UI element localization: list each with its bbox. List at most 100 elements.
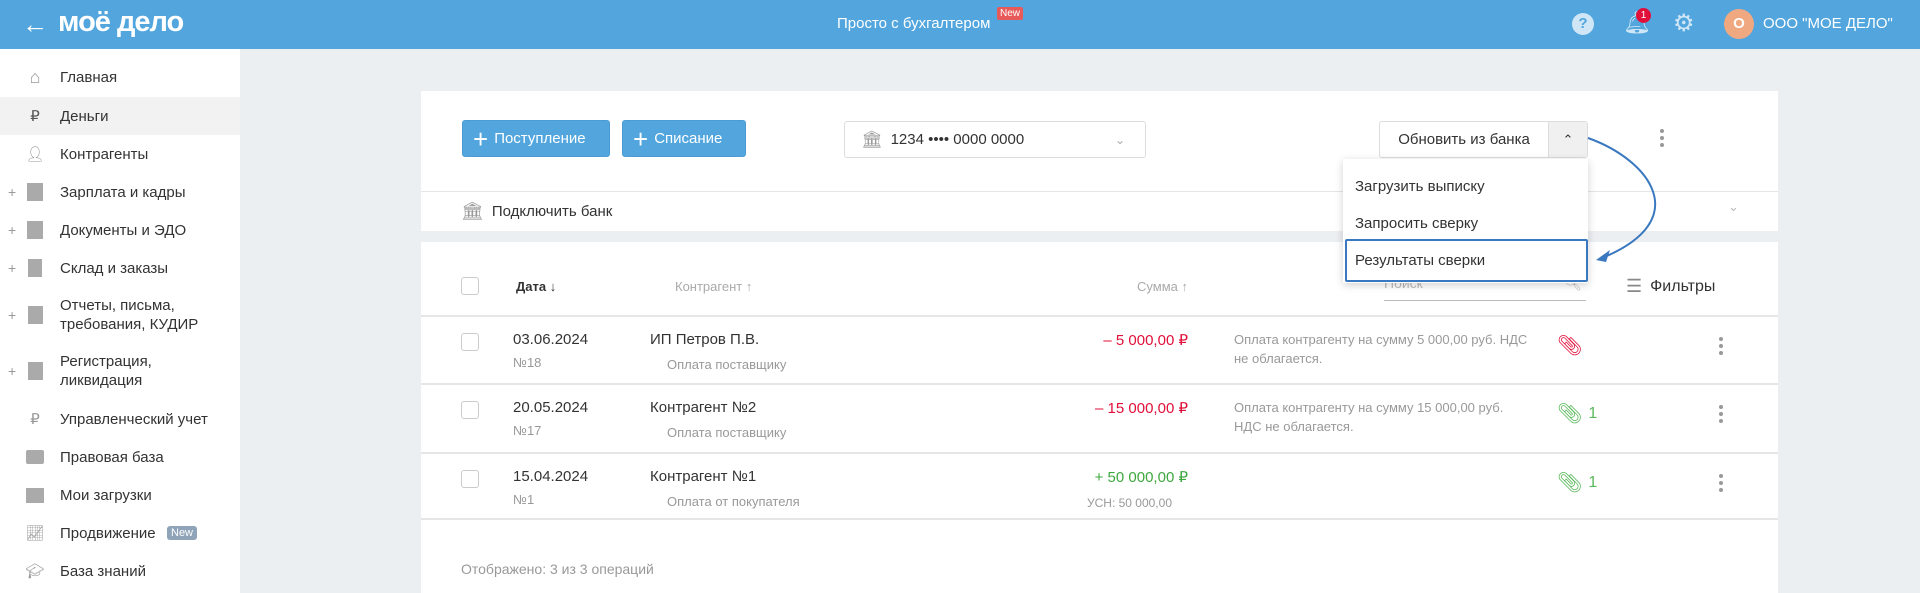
paperclip-icon: 📎︎	[1557, 472, 1583, 494]
arrow-path	[1587, 137, 1656, 259]
sidebar-item-reports[interactable]: + Отчеты, письма, требования, КУДИР	[8, 297, 199, 333]
badge-icon	[25, 182, 45, 202]
footer-count: Отображено: 3 из 3 операций	[461, 561, 654, 577]
expand-icon[interactable]: +	[8, 307, 17, 323]
row-checkbox[interactable]	[461, 401, 479, 419]
help-icon[interactable]: ?	[1572, 13, 1594, 35]
attachment-link[interactable]: 📎︎ 1	[1557, 472, 1598, 494]
row-contractor[interactable]: ИП Петров П.В.	[650, 331, 760, 348]
row-type: Оплата поставщику	[667, 425, 787, 440]
row-date: 03.06.2024	[513, 331, 589, 348]
row-more-icon[interactable]	[1719, 337, 1723, 355]
divider	[421, 191, 1778, 192]
row-number: №1	[513, 492, 535, 507]
warehouse-icon	[25, 258, 45, 278]
sidebar-item-knowledge[interactable]: 🎓︎ База знаний	[25, 562, 146, 581]
chevron-down-icon[interactable]: ⌄	[1728, 199, 1739, 214]
report-icon	[25, 305, 45, 325]
row-more-icon[interactable]	[1719, 474, 1723, 492]
column-contractor[interactable]: Контрагент ↑	[675, 279, 753, 294]
sidebar-item-salary[interactable]: + Зарплата и кадры	[8, 182, 186, 202]
new-badge: New	[167, 526, 198, 540]
row-contractor[interactable]: Контрагент №1	[650, 468, 757, 485]
income-button[interactable]: + Поступление	[462, 120, 610, 157]
row-date: 15.04.2024	[513, 468, 589, 485]
filters-button[interactable]: ☰ Фильтры	[1626, 276, 1716, 296]
arrow-head	[1596, 250, 1610, 262]
attachment-link[interactable]: 📎︎ 1	[1557, 403, 1598, 425]
expand-icon[interactable]: +	[8, 222, 17, 238]
row-description: Оплата контрагенту на сумму 5 000,00 руб…	[1234, 332, 1528, 366]
sidebar-item-documents[interactable]: + Документы и ЭДО	[8, 221, 187, 239]
row-tax: УСН: 50 000,00	[1086, 496, 1172, 510]
sidebar-item-contractors[interactable]: 👤︎ Контрагенты	[25, 145, 149, 164]
avatar[interactable]: О	[1724, 9, 1754, 39]
annotation-arrow	[1587, 137, 1656, 262]
notification-count: 1	[1636, 8, 1651, 23]
menu-item-reconciliation-results[interactable]: Результаты сверки	[1345, 239, 1588, 282]
row-sum: – 5 000,00 ₽	[1103, 332, 1188, 349]
gear-icon[interactable]: ⚙	[1673, 10, 1695, 37]
column-date[interactable]: Дата ↓	[516, 279, 557, 294]
select-all-checkbox[interactable]	[461, 277, 479, 295]
account-select[interactable]: 🏛︎ 1234 •••• 0000 0000 ⌄	[844, 121, 1146, 158]
row-sum: + 50 000,00 ₽	[1094, 469, 1188, 486]
plus-icon: +	[633, 123, 649, 154]
chevron-down-icon: ⌄	[1114, 132, 1125, 147]
row-type: Оплата поставщику	[667, 357, 787, 372]
back-arrow-icon[interactable]: ←	[22, 9, 48, 39]
registration-icon	[25, 361, 45, 381]
expand-icon[interactable]: +	[8, 260, 17, 276]
home-icon: ⌂	[29, 66, 41, 87]
paperclip-icon: 📎︎	[1557, 403, 1583, 425]
paperclip-icon: 📎︎	[1557, 335, 1583, 357]
row-checkbox[interactable]	[461, 470, 479, 488]
row-date: 20.05.2024	[513, 399, 589, 416]
folder-icon	[25, 485, 45, 505]
bank-icon: 🏛︎	[461, 201, 484, 221]
menu-item-upload-statement[interactable]: Загрузить выписку	[1355, 178, 1485, 195]
chart-icon: 📈︎	[25, 525, 45, 542]
row-checkbox[interactable]	[461, 333, 479, 351]
chevron-up-icon[interactable]: ⌃	[1548, 122, 1587, 157]
sidebar: ⌂ Главная ₽ Деньги 👤︎ Контрагенты + Зарплата…	[0, 49, 240, 593]
expense-button[interactable]: + Списание	[622, 120, 746, 157]
ruble-doc-icon: ₽	[30, 411, 40, 428]
row-sum: – 15 000,00 ₽	[1095, 400, 1188, 417]
logo[interactable]: моё дело	[58, 6, 184, 38]
row-more-icon[interactable]	[1719, 405, 1723, 423]
sidebar-item-money[interactable]: ₽ Деньги	[0, 97, 240, 135]
plus-icon: +	[473, 123, 489, 154]
row-description: Оплата контрагенту на сумму 15 000,00 ру…	[1234, 400, 1504, 434]
sidebar-item-downloads[interactable]: Мои загрузки	[0, 476, 240, 514]
sidebar-item-legal[interactable]: Правовая база	[0, 438, 240, 476]
graduation-icon: 🎓︎	[25, 563, 45, 580]
row-number: №17	[513, 423, 542, 438]
more-icon[interactable]	[1660, 129, 1664, 147]
menu-item-request-reconciliation[interactable]: Запросить сверку	[1355, 215, 1479, 232]
update-dropdown-menu: Загрузить выписку Запросить сверку Резул…	[1343, 159, 1588, 283]
table-row[interactable]: 20.05.2024 №17 Контрагент №2 Оплата пост…	[421, 383, 1778, 451]
expand-icon[interactable]: +	[8, 184, 17, 200]
column-sum[interactable]: Сумма ↑	[1137, 279, 1188, 294]
sidebar-item-registration[interactable]: + Регистрация, ликвидация	[8, 353, 152, 389]
person-icon: 👤︎	[25, 146, 45, 163]
table-row[interactable]: 03.06.2024 №18 ИП Петров П.В. Оплата пос…	[421, 315, 1778, 383]
update-from-bank-button[interactable]: Обновить из банка ⌃	[1379, 121, 1588, 158]
table-row[interactable]: 15.04.2024 №1 Контрагент №1 Оплата от по…	[421, 452, 1778, 520]
connect-bank-link[interactable]: 🏛︎ Подключить банк	[461, 201, 613, 221]
row-type: Оплата от покупателя	[667, 494, 800, 509]
new-badge: New	[997, 7, 1024, 20]
sidebar-item-promotion[interactable]: 📈︎ Продвижение New	[0, 514, 240, 552]
briefcase-icon	[25, 447, 45, 467]
company-name[interactable]: ООО "МОЕ ДЕЛО"	[1763, 15, 1893, 32]
filter-icon: ☰	[1626, 276, 1643, 296]
sidebar-item-home[interactable]: ⌂ Главная	[0, 58, 240, 96]
expand-icon[interactable]: +	[8, 363, 17, 379]
row-contractor[interactable]: Контрагент №2	[650, 399, 757, 416]
sidebar-item-warehouse[interactable]: + Склад и заказы	[8, 258, 169, 278]
money-icon: ₽	[30, 108, 40, 125]
sidebar-item-management[interactable]: ₽ Управленческий учет	[0, 400, 240, 438]
attachment-link[interactable]: 📎︎	[1557, 333, 1588, 358]
accountant-link[interactable]: Просто с бухгалтером	[837, 15, 991, 32]
